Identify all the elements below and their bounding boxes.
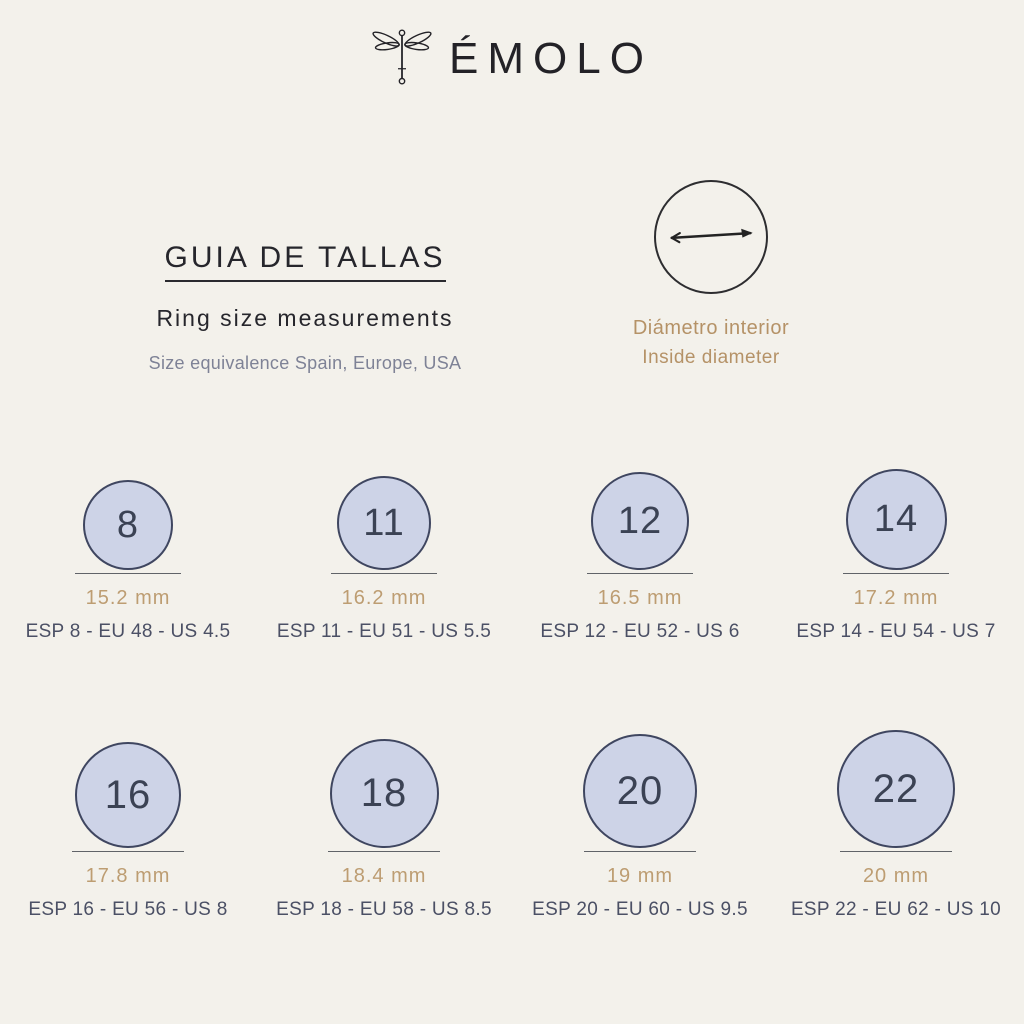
ring-size-circle: 22 (837, 730, 955, 848)
divider-line (843, 573, 949, 574)
ring-size-number: 20 (616, 768, 664, 813)
divider-line (75, 573, 181, 574)
diameter-arrow-icon (665, 222, 757, 253)
size-equivalence: ESP 12 - EU 52 - US 6 (540, 621, 740, 642)
size-row-1: 8 15.2 mm ESP 8 - EU 48 - US 4.5 11 16.2… (0, 469, 1024, 643)
size-equivalence: ESP 20 - EU 60 - US 9.5 (532, 899, 748, 920)
ring-size-number: 11 (363, 501, 405, 544)
ring-size-circle: 14 (845, 469, 947, 570)
ring-size-card: 11 16.2 mm ESP 11 - EU 51 - US 5.5 (256, 470, 512, 643)
inside-diameter-circle (654, 180, 768, 294)
brand-header: ÉMOLO (0, 26, 1024, 92)
divider-line (584, 851, 696, 852)
ring-size-number: 12 (617, 499, 663, 542)
inner-diameter-value: 17.8 mm (85, 865, 171, 887)
ring-size-card: 14 17.2 mm ESP 14 - EU 54 - US 7 (768, 469, 1024, 643)
size-equivalence: ESP 18 - EU 58 - US 8.5 (276, 899, 492, 920)
size-equivalence: ESP 22 - EU 62 - US 10 (790, 899, 1002, 920)
diameter-label-en: Inside diameter (642, 347, 780, 368)
inner-diameter-value: 19 mm (606, 865, 674, 887)
inner-diameter-value: 17.2 mm (853, 587, 939, 609)
inner-diameter-value: 16.5 mm (597, 587, 683, 609)
ring-size-card: 12 16.5 mm ESP 12 - EU 52 - US 6 (512, 470, 768, 643)
ring-size-number: 18 (360, 771, 408, 815)
inner-diameter-value: 16.2 mm (341, 587, 427, 609)
inner-diameter-value: 18.4 mm (341, 865, 427, 887)
ring-size-circle: 12 (591, 472, 689, 570)
divider-line (328, 851, 440, 852)
inner-diameter-value: 15.2 mm (85, 587, 171, 609)
ring-size-card: 18 18.4 mm ESP 18 - EU 58 - US 8.5 (256, 730, 512, 921)
page-title: GUIA DE TALLAS (164, 241, 446, 282)
title-block: GUIA DE TALLAS Ring size measurements Si… (148, 241, 462, 374)
ring-size-circle: 16 (75, 742, 181, 848)
size-row-2: 16 17.8 mm ESP 16 - EU 56 - US 8 18 18.4… (0, 730, 1024, 921)
ring-size-number: 16 (104, 772, 152, 817)
brand-name: ÉMOLO (449, 34, 653, 83)
page-subtitle: Ring size measurements (156, 305, 454, 331)
ring-size-circle: 8 (83, 480, 173, 570)
size-equivalence: ESP 8 - EU 48 - US 4.5 (25, 621, 231, 642)
size-equivalence: ESP 14 - EU 54 - US 7 (796, 621, 996, 642)
ring-size-card: 20 19 mm ESP 20 - EU 60 - US 9.5 (512, 730, 768, 921)
diameter-label-es: Diámetro interior (632, 317, 790, 339)
ring-size-card: 22 20 mm ESP 22 - EU 62 - US 10 (768, 730, 1024, 921)
divider-line (840, 851, 952, 852)
ring-size-number: 22 (872, 766, 920, 811)
ring-size-card: 8 15.2 mm ESP 8 - EU 48 - US 4.5 (0, 470, 256, 643)
equivalence-note: Size equivalence Spain, Europe, USA (148, 353, 462, 373)
ring-size-circle: 18 (329, 739, 439, 848)
divider-line (331, 573, 437, 574)
divider-line (587, 573, 693, 574)
divider-line (72, 851, 184, 852)
dragonfly-icon (371, 26, 433, 92)
ring-size-number: 8 (116, 503, 140, 546)
inner-diameter-value: 20 mm (862, 865, 930, 887)
size-equivalence: ESP 11 - EU 51 - US 5.5 (276, 621, 492, 642)
ring-size-card: 16 17.8 mm ESP 16 - EU 56 - US 8 (0, 730, 256, 921)
ring-size-circle: 20 (583, 734, 697, 848)
ring-size-number: 14 (873, 498, 919, 540)
size-equivalence: ESP 16 - EU 56 - US 8 (28, 899, 228, 920)
diameter-diagram: Diámetro interior Inside diameter (601, 180, 821, 369)
ring-size-circle: 11 (337, 476, 431, 570)
